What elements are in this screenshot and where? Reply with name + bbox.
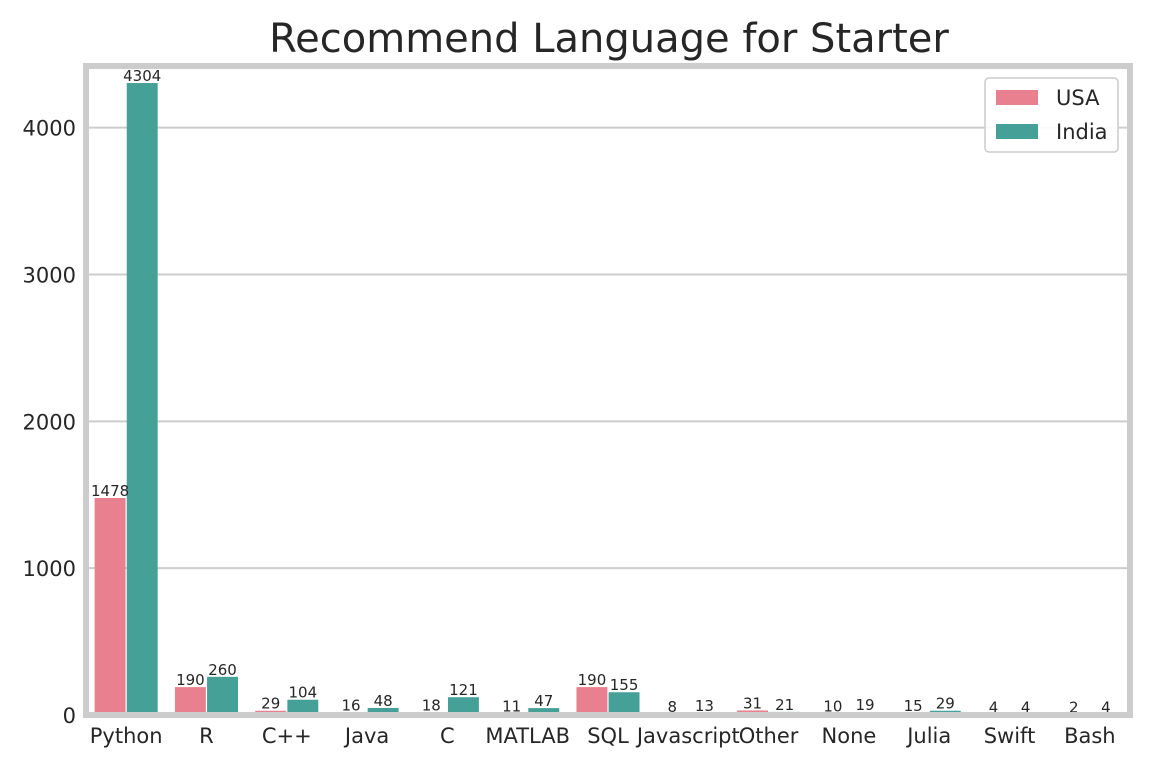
bar-india-sql (608, 692, 640, 715)
data-label: 47 (534, 692, 553, 710)
data-label: 4304 (123, 67, 161, 85)
data-label: 48 (374, 692, 393, 710)
data-label: 260 (208, 661, 237, 679)
y-tick-label: 3000 (23, 264, 76, 288)
y-tick-label: 2000 (23, 410, 76, 434)
y-tick-label: 1000 (23, 557, 76, 581)
bar-india-c (287, 699, 319, 715)
chart-title: Recommend Language for Starter (269, 16, 949, 62)
x-tick-label-9: None (822, 724, 877, 748)
y-tick-label: 4000 (23, 117, 76, 141)
data-label: 190 (176, 671, 205, 689)
legend-swatch-usa (996, 90, 1038, 105)
data-label: 4 (1101, 698, 1111, 716)
x-tick-label-2: C++ (262, 724, 312, 748)
bar-india-python (126, 83, 158, 715)
x-tick-label-1: R (199, 724, 214, 748)
bar-usa-r (174, 687, 206, 715)
data-label: 4 (989, 698, 999, 716)
bar-india-r (207, 676, 238, 715)
legend-label-india: India (1056, 120, 1108, 144)
x-tick-label-8: Other (739, 724, 799, 748)
x-tick-label-6: SQL (587, 724, 629, 748)
x-tick-label-10: Julia (905, 724, 951, 748)
data-label: 1478 (91, 482, 129, 500)
bar-india-c (447, 697, 479, 715)
x-tick-label-11: Swift (984, 724, 1036, 748)
data-label: 16 (341, 697, 360, 715)
data-label: 190 (578, 671, 607, 689)
data-label: 10 (823, 698, 842, 716)
axis-ticks: 0 1000 2000 3000 4000 Python R C++ Java C MATLAB SQ… (23, 117, 1116, 748)
x-tick-label-12: Bash (1064, 724, 1116, 748)
data-label: 29 (261, 695, 280, 713)
bar-usa-sql (576, 687, 608, 715)
data-label: 15 (904, 697, 923, 715)
bar-usa-python (94, 497, 126, 715)
x-tick-label-0: Python (90, 724, 163, 748)
x-tick-label-7: Javascript (635, 724, 740, 748)
legend-swatch-india (996, 124, 1038, 139)
data-label: 4 (1021, 698, 1031, 716)
plot-frame (83, 63, 1133, 718)
grid-lines (86, 126, 1130, 570)
data-label: 29 (936, 695, 955, 713)
bars (94, 83, 1122, 715)
legend-label-usa: USA (1056, 86, 1100, 110)
bar-india-matlab (528, 708, 560, 715)
y-tick-label: 0 (63, 704, 76, 728)
data-label: 104 (289, 684, 318, 702)
data-label: 121 (449, 681, 478, 699)
data-label: 2 (1069, 699, 1079, 717)
x-tick-label-3: Java (343, 724, 389, 748)
data-label: 11 (502, 697, 521, 715)
bar-india-java (367, 707, 399, 715)
x-tick-label-4: C (440, 724, 455, 748)
data-label: 8 (667, 698, 677, 716)
data-label: 13 (695, 697, 714, 715)
x-tick-label-5: MATLAB (485, 724, 570, 748)
legend: USA India (984, 77, 1119, 153)
data-label: 19 (855, 696, 874, 714)
data-label: 18 (422, 696, 441, 714)
data-label: 21 (775, 696, 794, 714)
data-label: 155 (610, 676, 639, 694)
data-label: 31 (743, 694, 762, 712)
